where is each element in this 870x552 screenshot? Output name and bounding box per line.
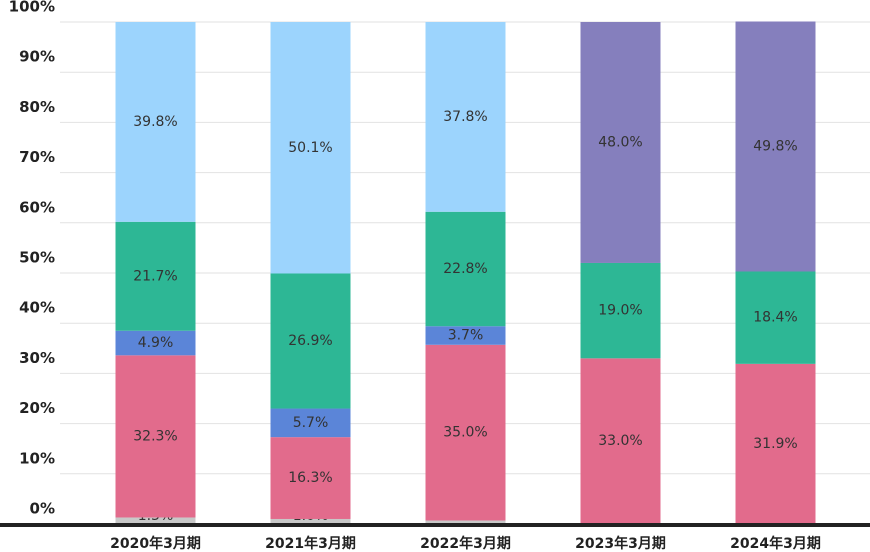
y-tick-label: 40% [19, 299, 55, 317]
y-tick-label: 70% [19, 148, 55, 166]
data-label: 18.4% [753, 310, 797, 326]
bar-segment [735, 21, 816, 272]
y-tick-label: 90% [19, 48, 55, 66]
bar-segment [270, 22, 351, 274]
data-label: 50.1% [288, 140, 332, 156]
data-label: 26.9% [288, 333, 332, 349]
bar-segment [115, 221, 196, 331]
y-tick-label: 60% [19, 198, 55, 216]
data-label: 21.7% [133, 268, 177, 284]
bar-segment [735, 363, 816, 524]
bar-segment [425, 326, 506, 345]
bar-segment [735, 271, 816, 364]
y-tick-label: 100% [9, 0, 55, 16]
data-label: 16.3% [288, 470, 332, 486]
bar-segment [270, 408, 351, 438]
bar-segment [580, 22, 661, 263]
y-tick-label: 0% [30, 500, 55, 518]
data-label: 33.0% [598, 433, 642, 449]
bar-segment [425, 344, 506, 521]
data-label: 37.8% [443, 109, 487, 125]
bar-segment [425, 22, 506, 212]
bar-segment [115, 22, 196, 222]
y-tick-label: 20% [19, 399, 55, 417]
x-tick-label: 2021年3月期 [265, 535, 356, 552]
x-tick-label: 2020年3月期 [110, 535, 201, 552]
bar-segment [115, 355, 196, 518]
bar-segment [580, 358, 661, 524]
bar-segment [270, 273, 351, 409]
y-tick-label: 30% [19, 349, 55, 367]
data-label: 31.9% [753, 436, 797, 452]
data-label: 48.0% [598, 134, 642, 150]
data-label: 3.7% [448, 327, 484, 343]
bar-segment [115, 330, 196, 356]
data-label: 19.0% [598, 303, 642, 319]
bar-segment [270, 518, 351, 524]
y-tick-label: 50% [19, 249, 55, 267]
bar-segment [580, 262, 661, 359]
bar-segment [270, 437, 351, 519]
data-label: 22.8% [443, 261, 487, 277]
x-tick-label: 2023年3月期 [575, 535, 666, 552]
y-tick-label: 80% [19, 98, 55, 116]
bar-segment [425, 211, 506, 327]
data-label: 35.0% [443, 425, 487, 441]
data-label: 4.9% [138, 335, 174, 351]
bar-segment [115, 517, 196, 524]
data-label: 49.8% [753, 138, 797, 154]
data-label: 32.3% [133, 428, 177, 444]
data-label: 39.8% [133, 114, 177, 130]
data-label: 5.7% [293, 415, 329, 431]
y-tick-label: 10% [19, 449, 55, 467]
bar-segment [425, 520, 506, 524]
x-tick-label: 2022年3月期 [420, 535, 511, 552]
x-tick-label: 2024年3月期 [730, 535, 821, 552]
